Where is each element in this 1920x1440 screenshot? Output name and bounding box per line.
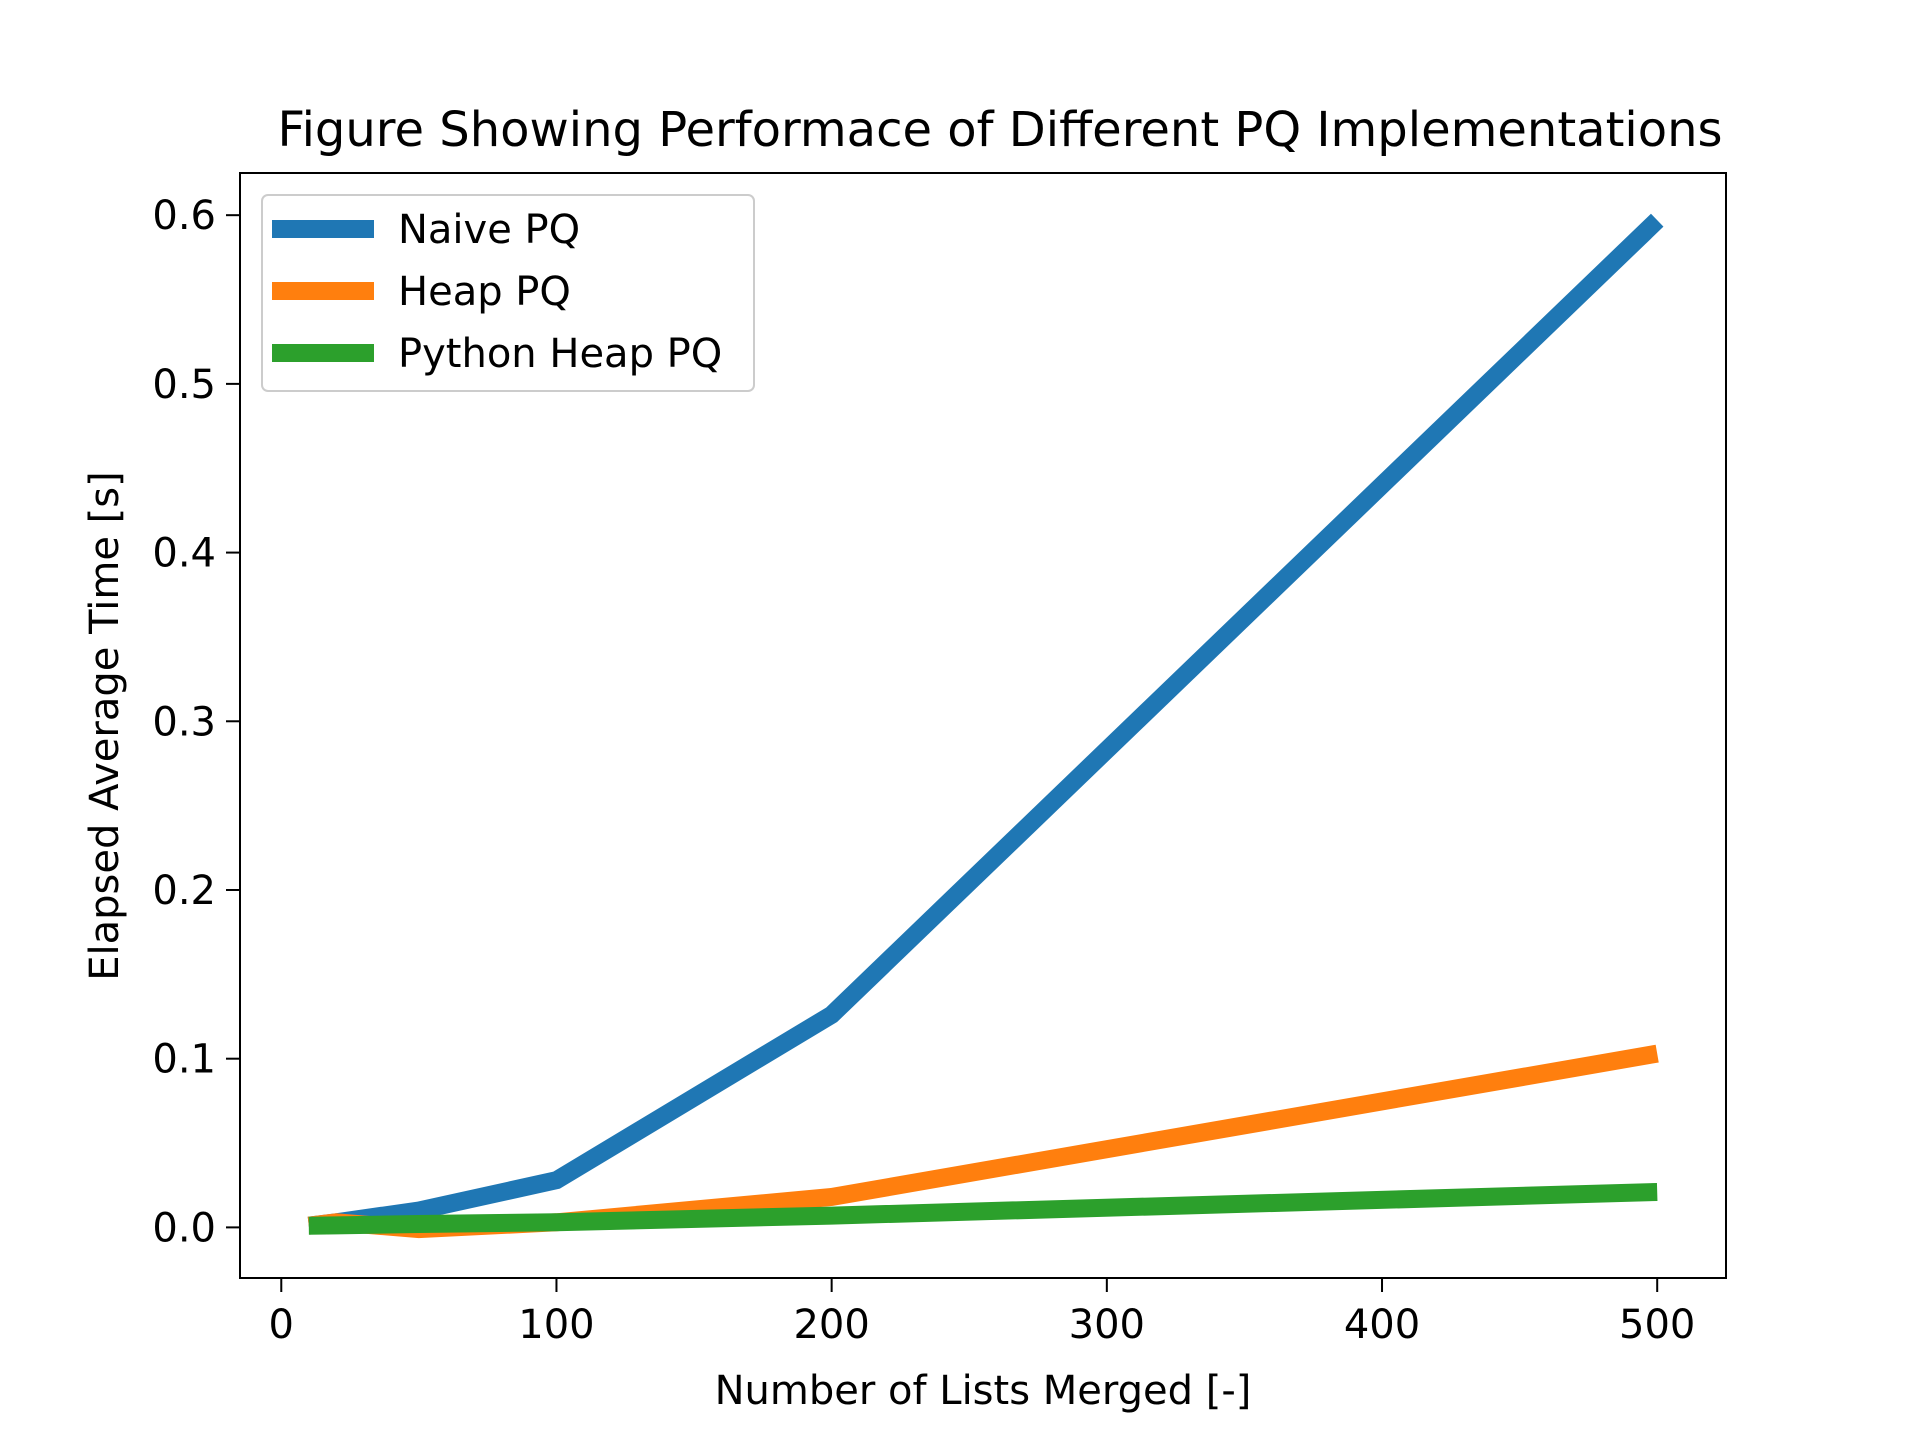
y-tick-label: 0.4 (152, 531, 216, 577)
y-tick-label: 0.5 (152, 362, 216, 408)
y-tick-label: 0.3 (152, 699, 216, 745)
x-axis-label: Number of Lists Merged [-] (715, 1368, 1252, 1414)
x-tick-label: 300 (1069, 1302, 1145, 1348)
series-layer (307, 213, 1664, 1239)
y-tick-label: 0.2 (152, 868, 216, 914)
chart-title: Figure Showing Performace of Different P… (277, 102, 1722, 158)
x-tick-label: 0 (269, 1302, 294, 1348)
x-tick-label: 100 (518, 1302, 594, 1348)
y-tick-label: 0.6 (152, 193, 216, 239)
y-axis-ticks: 0.0 0.1 0.2 0.3 0.4 0.5 0.6 (152, 193, 240, 1251)
legend-label-heap-pq: Heap PQ (398, 269, 571, 315)
legend-box (261, 194, 755, 392)
y-tick-label: 0.1 (152, 1037, 216, 1083)
x-tick-label: 200 (793, 1302, 869, 1348)
x-tick-label: 500 (1619, 1302, 1695, 1348)
legend: Naive PQ Heap PQ Python Heap PQ (261, 194, 755, 392)
axes-frame (239, 172, 1727, 1279)
legend-label-python-heap-pq: Python Heap PQ (398, 331, 722, 377)
series-line-python-heap-pq (308, 1183, 1658, 1235)
y-tick-label: 0.0 (152, 1205, 216, 1251)
x-tick-label: 400 (1344, 1302, 1420, 1348)
x-axis-ticks: 0 100 200 300 400 500 (269, 1278, 1695, 1348)
legend-label-naive-pq: Naive PQ (398, 207, 580, 253)
y-axis-label: Elapsed Average Time [s] (82, 471, 128, 980)
